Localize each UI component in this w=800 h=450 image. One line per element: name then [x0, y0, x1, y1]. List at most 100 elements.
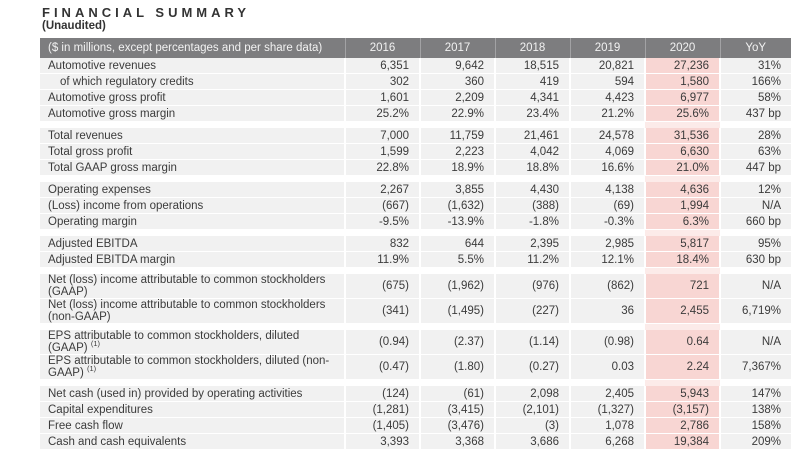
gap-cell	[645, 121, 720, 128]
table-row: Adjusted EBITDA 832 644 2,395 2,985 5,817 95%	[40, 236, 791, 252]
gap-cell	[420, 267, 495, 274]
cell-2019: 6,268	[569, 433, 645, 450]
row-label: Net (loss) income attributable to common…	[40, 298, 345, 324]
gap-cell	[345, 267, 420, 274]
cell-2016: 7,000	[344, 128, 420, 144]
cell-2016: 2,267	[344, 182, 420, 198]
cell-yoy: N/A	[719, 274, 791, 299]
table-header-row: ($ in millions, except percentages and p…	[40, 38, 791, 58]
cell-2020: 6.3%	[644, 213, 720, 230]
section-gap-row	[40, 267, 791, 274]
table-row: Net (loss) income attributable to common…	[40, 274, 791, 299]
cell-2016: (124)	[344, 386, 420, 402]
cell-2017: (2.37)	[419, 330, 495, 355]
cell-2019: (69)	[569, 197, 645, 214]
cell-2017: -13.9%	[419, 213, 495, 230]
cell-yoy: 6,719%	[719, 298, 791, 324]
cell-yoy: 437 bp	[719, 105, 791, 122]
cell-2016: 302	[344, 73, 420, 90]
table-row: Automotive gross profit 1,601 2,209 4,341 4,…	[40, 89, 791, 106]
section-gap-row	[40, 323, 791, 330]
gap-cell	[420, 175, 495, 182]
table-row: Cash and cash equivalents 3,393 3,368 3,686…	[40, 433, 791, 450]
row-label: Net cash (used in) provided by operating…	[40, 386, 345, 402]
gap-cell	[345, 229, 420, 236]
row-label: EPS attributable to common stockholders,…	[40, 330, 345, 355]
gap-cell	[420, 323, 495, 330]
gap-cell	[720, 379, 791, 386]
section-gap-row	[40, 175, 791, 182]
cell-2018: (0.27)	[494, 354, 570, 380]
cell-2019: 4,423	[569, 89, 645, 106]
cell-yoy: N/A	[719, 330, 791, 355]
cell-2020: 0.64	[644, 330, 720, 355]
cell-2019: 12.1%	[569, 251, 645, 268]
cell-2019: 24,578	[569, 128, 645, 144]
cell-2019: 20,821	[569, 58, 645, 74]
cell-2017: 360	[419, 73, 495, 90]
table-row: Automotive revenues 6,351 9,642 18,515 20,82…	[40, 58, 791, 74]
cell-2016: 25.2%	[344, 105, 420, 122]
cell-2017: 22.9%	[419, 105, 495, 122]
cell-2017: (61)	[419, 386, 495, 402]
cell-2020: 2,455	[644, 298, 720, 324]
gap-cell	[570, 121, 645, 128]
gap-cell	[720, 267, 791, 274]
cell-2018: 2,098	[494, 386, 570, 402]
cell-2017: 18.9%	[419, 159, 495, 176]
cell-2018: (1.14)	[494, 330, 570, 355]
column-header-2018: 2018	[494, 38, 570, 58]
cell-2020: 5,943	[644, 386, 720, 402]
cell-2018: 23.4%	[494, 105, 570, 122]
table-row: Operating expenses 2,267 3,855 4,430 4,138 4,…	[40, 182, 791, 198]
gap-cell	[645, 175, 720, 182]
cell-yoy: 58%	[719, 89, 791, 106]
cell-yoy: 660 bp	[719, 213, 791, 230]
cell-2018: 18.8%	[494, 159, 570, 176]
gap-cell	[345, 379, 420, 386]
cell-2016: 1,601	[344, 89, 420, 106]
table-row: Adjusted EBITDA margin 11.9% 5.5% 11.2% 12.1…	[40, 251, 791, 268]
cell-2017: (1,495)	[419, 298, 495, 324]
footnote-marker: (1)	[87, 364, 97, 374]
table-row: Operating margin -9.5% -13.9% -1.8% -0.3% 6.3…	[40, 213, 791, 230]
cell-2018: 419	[494, 73, 570, 90]
cell-2018: (976)	[494, 274, 570, 299]
table-row: Automotive gross margin 25.2% 22.9% 23.4% 21…	[40, 105, 791, 122]
table-row: Total revenues 7,000 11,759 21,461 24,578 31,…	[40, 128, 791, 144]
cell-2020: 6,630	[644, 143, 720, 160]
row-label: of which regulatory credits	[40, 73, 345, 90]
cell-2017: (1.80)	[419, 354, 495, 380]
gap-cell	[345, 121, 420, 128]
cell-2019: 1,078	[569, 417, 645, 434]
cell-2018: (3)	[494, 417, 570, 434]
cell-2020: 18.4%	[644, 251, 720, 268]
page-title: FINANCIAL SUMMARY	[42, 5, 251, 20]
row-label: Net (loss) income attributable to common…	[40, 274, 345, 299]
cell-2020: 5,817	[644, 236, 720, 252]
gap-cell	[720, 121, 791, 128]
column-header-yoy: YoY	[719, 38, 791, 58]
cell-2018: 18,515	[494, 58, 570, 74]
row-label: (Loss) income from operations	[40, 197, 345, 214]
gap-cell	[570, 323, 645, 330]
table-header-label: ($ in millions, except percentages and p…	[40, 38, 345, 58]
cell-yoy: 158%	[719, 417, 791, 434]
cell-yoy: 12%	[719, 182, 791, 198]
cell-2016: 6,351	[344, 58, 420, 74]
cell-2018: (388)	[494, 197, 570, 214]
gap-cell	[345, 323, 420, 330]
cell-2019: 594	[569, 73, 645, 90]
gap-cell	[570, 175, 645, 182]
cell-2018: 4,341	[494, 89, 570, 106]
cell-2017: 2,209	[419, 89, 495, 106]
table-row: Free cash flow (1,405) (3,476) (3) 1,078 2,78…	[40, 417, 791, 434]
cell-2017: (1,632)	[419, 197, 495, 214]
cell-2020: 4,636	[644, 182, 720, 198]
cell-yoy: 166%	[719, 73, 791, 90]
row-label: EPS attributable to common stockholders,…	[40, 354, 345, 380]
cell-2019: (0.98)	[569, 330, 645, 355]
table-body: Automotive revenues 6,351 9,642 18,515 20,82…	[40, 58, 791, 450]
cell-2017: 5.5%	[419, 251, 495, 268]
